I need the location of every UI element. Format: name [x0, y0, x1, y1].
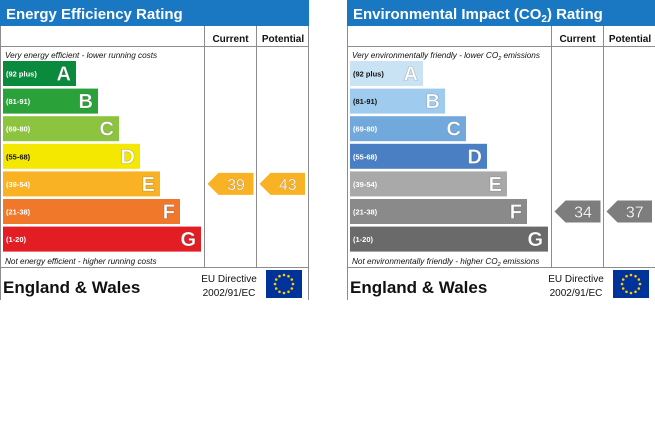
eu-star-icon — [290, 278, 294, 281]
footer-region: England & Wales — [3, 278, 140, 297]
energy-efficiency-chart: Energy Efficiency Rating Current Potential… — [0, 0, 309, 300]
band-letter-c: C — [100, 119, 114, 141]
chart-title: Environmental Impact (CO2) Rating — [353, 6, 603, 25]
band-bar-f — [350, 199, 527, 224]
band-bar-c — [3, 116, 119, 142]
band-bar-g — [3, 226, 201, 252]
current-rating-value: 39 — [227, 177, 245, 194]
band-letter-e: E — [142, 174, 155, 196]
eu-star-icon — [278, 290, 281, 294]
band-letter-d: D — [121, 146, 135, 168]
band-bar-b — [3, 88, 98, 114]
band-range-d: (55-68) — [6, 152, 31, 161]
chart-title-bar — [347, 0, 655, 26]
top-note: Very energy efficient - lower running co… — [5, 51, 157, 60]
chart-title: Energy Efficiency Rating — [6, 6, 183, 23]
band-letter-b: B — [426, 91, 440, 113]
rating-chart-svg: Environmental Impact (CO2) Rating Current… — [347, 0, 655, 300]
environmental-impact-chart: Environmental Impact (CO2) Rating Current… — [347, 0, 655, 300]
footer-directive-line1: EU Directive — [201, 274, 257, 285]
eu-star-icon — [290, 287, 294, 290]
footer-directive-line2: 2002/91/EC — [550, 288, 603, 299]
eu-star-icon — [637, 287, 641, 290]
eu-star-icon — [629, 291, 633, 295]
band-range-c: (69-80) — [6, 125, 31, 134]
eu-star-icon — [620, 282, 624, 286]
current-rating-value: 34 — [574, 205, 592, 222]
current-rating-arrow — [554, 200, 601, 223]
band-range-b: (81-91) — [353, 97, 378, 106]
eu-star-icon — [621, 287, 625, 290]
band-bar-a — [350, 61, 423, 86]
footer-directive-line2: 2002/91/EC — [203, 288, 256, 299]
eu-star-icon — [621, 278, 625, 281]
eu-star-icon — [637, 278, 641, 281]
top-note: Very environmentally friendly - lower CO… — [352, 51, 540, 62]
band-letter-c: C — [447, 119, 461, 141]
band-range-c: (69-80) — [353, 125, 378, 134]
eu-star-icon — [274, 287, 278, 290]
band-letter-f: F — [163, 202, 175, 224]
column-header-potential: Potential — [262, 34, 304, 45]
band-bar-e — [3, 171, 160, 197]
potential-rating-arrow — [606, 200, 652, 223]
bottom-note: Not energy efficient - higher running co… — [5, 257, 157, 266]
band-bar-g — [350, 226, 548, 252]
band-letter-g: G — [180, 229, 196, 251]
band-bar-d — [3, 143, 140, 169]
band-letter-e: E — [489, 174, 502, 196]
eu-star-icon — [638, 282, 642, 286]
chart-title-bar — [0, 0, 309, 26]
eu-star-icon — [291, 282, 295, 286]
band-bar-a — [3, 61, 76, 86]
eu-star-icon — [282, 273, 286, 277]
eu-star-icon — [634, 274, 637, 278]
band-letter-d: D — [468, 146, 482, 168]
potential-rating-value: 43 — [279, 177, 297, 194]
eu-star-icon — [278, 274, 281, 278]
eu-star-icon — [625, 274, 628, 278]
band-range-a: (92 plus) — [353, 70, 384, 79]
bottom-note: Not environmentally friendly - higher CO… — [352, 257, 539, 268]
band-range-g: (1-20) — [353, 235, 374, 244]
band-range-f: (21-38) — [6, 208, 31, 217]
band-letter-g: G — [527, 229, 543, 251]
band-bar-c — [350, 116, 466, 142]
footer-region: England & Wales — [350, 278, 487, 297]
eu-star-icon — [274, 278, 278, 281]
column-header-current: Current — [559, 34, 596, 45]
eu-star-icon — [625, 290, 628, 294]
band-range-e: (39-54) — [6, 180, 31, 189]
band-range-d: (55-68) — [353, 152, 378, 161]
eu-star-icon — [287, 290, 290, 294]
band-bar-f — [3, 199, 180, 224]
band-letter-a: A — [404, 64, 418, 86]
eu-star-icon — [287, 274, 290, 278]
band-bar-e — [350, 171, 507, 197]
eu-star-icon — [273, 282, 277, 286]
band-range-e: (39-54) — [353, 180, 378, 189]
band-range-f: (21-38) — [353, 208, 378, 217]
band-range-a: (92 plus) — [6, 70, 37, 79]
band-range-b: (81-91) — [6, 97, 31, 106]
band-bar-b — [350, 88, 445, 114]
footer-directive-line1: EU Directive — [548, 274, 604, 285]
band-letter-f: F — [510, 202, 522, 224]
eu-star-icon — [629, 273, 633, 277]
column-header-potential: Potential — [609, 34, 651, 45]
band-bar-d — [350, 143, 487, 169]
current-rating-arrow — [207, 172, 254, 195]
potential-rating-arrow — [259, 172, 305, 195]
band-range-g: (1-20) — [6, 235, 27, 244]
column-header-current: Current — [212, 34, 249, 45]
band-letter-a: A — [57, 64, 71, 86]
eu-star-icon — [634, 290, 637, 294]
eu-star-icon — [282, 291, 286, 295]
rating-chart-svg: Energy Efficiency Rating Current Potential… — [0, 0, 309, 300]
band-letter-b: B — [79, 91, 93, 113]
potential-rating-value: 37 — [626, 205, 644, 222]
